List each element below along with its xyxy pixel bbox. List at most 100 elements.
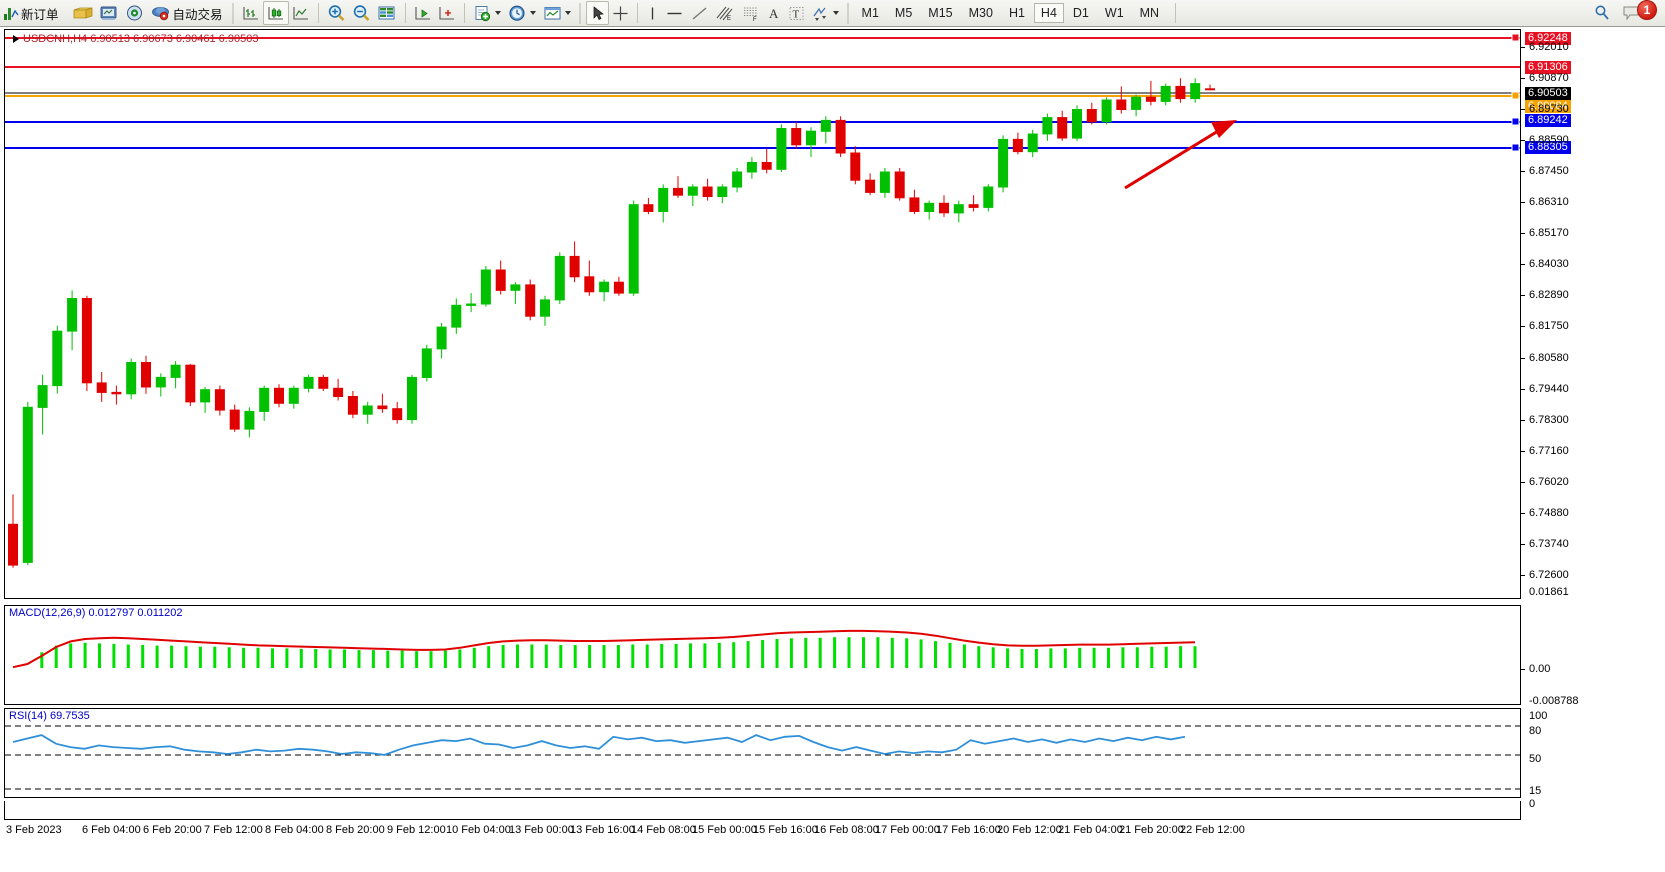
- price-tick-label: 6.78300: [1529, 414, 1569, 426]
- annotation-arrow[interactable]: [1124, 120, 1237, 190]
- trendline-icon: [690, 5, 709, 22]
- autotrade-icon: [151, 5, 171, 22]
- time-label: 22 Feb 12:00: [1180, 824, 1245, 836]
- chevron-down-icon[interactable]: [564, 11, 571, 15]
- fibonacci-icon: F: [741, 5, 761, 22]
- autotrade-label: 自动交易: [172, 7, 223, 22]
- main-toolbar: 新订单: [0, 0, 1665, 27]
- fibonacci-button[interactable]: F: [738, 1, 764, 25]
- crosshair-button[interactable]: [609, 1, 632, 25]
- period-button[interactable]: [505, 1, 540, 25]
- timeframe-h1[interactable]: H1: [1008, 6, 1025, 20]
- new-chart-icon: [473, 5, 492, 22]
- macd-title: MACD(12,26,9) 0.012797 0.011202: [9, 607, 183, 619]
- new-order-label: 新订单: [21, 7, 59, 22]
- new-order-button[interactable]: 新订单: [0, 1, 64, 25]
- horizontal-line-button[interactable]: [662, 1, 687, 25]
- macd-tick-label: 0.00: [1529, 663, 1551, 675]
- line-chart-button[interactable]: [289, 1, 313, 25]
- toolbar-divider: [846, 2, 850, 24]
- price-tick-label: 6.80580: [1529, 352, 1569, 364]
- toolbar-divider: [463, 3, 465, 23]
- data-window-icon: [377, 5, 397, 22]
- equidistant-channel-button[interactable]: E: [712, 1, 738, 25]
- timeframe-m30[interactable]: M30: [968, 6, 993, 20]
- timeframe-d1[interactable]: D1: [1072, 6, 1089, 20]
- chart-scroll-strip[interactable]: [4, 801, 1521, 819]
- period-icon: [508, 5, 527, 22]
- price-chart-panel[interactable]: USDCNH,H4 6.90513 6.90673 6.90461 6.9050…: [4, 29, 1521, 599]
- shift-end-button[interactable]: [411, 1, 435, 25]
- level-handle: [1511, 143, 1520, 152]
- chevron-down-icon[interactable]: [529, 11, 536, 15]
- vertical-line-icon: [646, 5, 659, 22]
- vertical-line-button[interactable]: [643, 1, 662, 25]
- price-level-label: 6.89242: [1525, 114, 1571, 127]
- svg-text:E: E: [727, 16, 731, 22]
- trendline-button[interactable]: [687, 1, 712, 25]
- text-label-button[interactable]: A: [764, 1, 785, 25]
- bar-chart-button[interactable]: [239, 1, 263, 25]
- candlestick-chart-button[interactable]: [262, 1, 289, 25]
- price-axis[interactable]: 6.92248 6.91306 6.90503 6.90084 6.89242 …: [1521, 29, 1661, 810]
- time-label: 10 Feb 04:00: [446, 824, 511, 836]
- toolbar-divider: [231, 2, 235, 24]
- price-tick-label: 6.74880: [1529, 507, 1569, 519]
- text-label-icon: A: [767, 5, 782, 22]
- time-axis[interactable]: 3 Feb 2023 6 Feb 04:00 6 Feb 20:00 7 Feb…: [4, 819, 1521, 841]
- time-label: 13 Feb 00:00: [509, 824, 574, 836]
- timeframe-mn[interactable]: MN: [1139, 6, 1160, 20]
- bar-chart-icon: [242, 5, 260, 22]
- time-label: 17 Feb 00:00: [875, 824, 940, 836]
- time-label: 15 Feb 16:00: [753, 824, 818, 836]
- navigator-icon: [125, 5, 145, 22]
- new-chart-button[interactable]: [470, 1, 505, 25]
- zoom-in-button[interactable]: [324, 1, 349, 25]
- navigator-button[interactable]: [122, 1, 148, 25]
- chevron-down-icon[interactable]: [494, 11, 501, 15]
- toolbar-divider: [578, 2, 582, 24]
- notification-badge[interactable]: 1: [1637, 0, 1657, 20]
- time-label: 6 Feb 04:00: [82, 824, 141, 836]
- macd-tick-label: -0.008788: [1529, 695, 1579, 707]
- terminal-button[interactable]: [96, 1, 122, 25]
- auto-scroll-button[interactable]: [435, 1, 459, 25]
- toolbar-divider: [1175, 3, 1177, 23]
- folder-icon: [73, 5, 93, 22]
- rsi-tick-label: 50: [1529, 753, 1542, 765]
- timeframe-m1[interactable]: M1: [861, 6, 879, 20]
- price-level-label: 6.91306: [1525, 61, 1571, 74]
- rsi-indicator-panel[interactable]: RSI(14) 69.7535: [4, 708, 1521, 798]
- time-label: 17 Feb 16:00: [936, 824, 1001, 836]
- time-label: 8 Feb 04:00: [265, 824, 324, 836]
- text-button[interactable]: T: [785, 1, 808, 25]
- price-tick-label: 6.87450: [1529, 165, 1569, 177]
- zoom-out-button[interactable]: [349, 1, 374, 25]
- price-tick-label: 6.89730: [1529, 103, 1569, 115]
- draw-objects-button[interactable]: [808, 1, 843, 25]
- timeframe-w1[interactable]: W1: [1104, 6, 1124, 20]
- templates-icon: [543, 5, 562, 22]
- price-tick-label: 6.92010: [1529, 41, 1569, 53]
- status-bar: [0, 841, 1665, 872]
- candlestick-icon: [267, 5, 285, 22]
- cursor-button[interactable]: [585, 1, 609, 25]
- autotrade-button[interactable]: 自动交易: [148, 1, 228, 25]
- rsi-title: RSI(14) 69.7535: [9, 710, 90, 722]
- macd-indicator-panel[interactable]: MACD(12,26,9) 0.012797 0.011202: [4, 605, 1521, 705]
- folder-button[interactable]: [70, 1, 96, 25]
- templates-button[interactable]: [540, 1, 575, 25]
- price-tick-label: 6.84030: [1529, 258, 1569, 270]
- timeframe-m15[interactable]: M15: [928, 6, 953, 20]
- symbol-marker-icon: [13, 35, 19, 43]
- timeframe-group: M1 M5 M15 M30 H1 H4 D1 W1 MN: [854, 3, 1168, 23]
- price-tick-label: 6.90870: [1529, 72, 1569, 84]
- timeframe-h4[interactable]: H4: [1033, 3, 1064, 23]
- chevron-down-icon[interactable]: [832, 11, 839, 15]
- macd-signal-line: [12, 629, 1196, 669]
- data-window-button[interactable]: [374, 1, 400, 25]
- price-tick-label: 6.88590: [1529, 134, 1569, 146]
- chart-symbol-header: USDCNH,H4 6.90513 6.90673 6.90461 6.9050…: [23, 33, 259, 45]
- search-icon[interactable]: [1593, 4, 1611, 22]
- timeframe-m5[interactable]: M5: [894, 6, 913, 20]
